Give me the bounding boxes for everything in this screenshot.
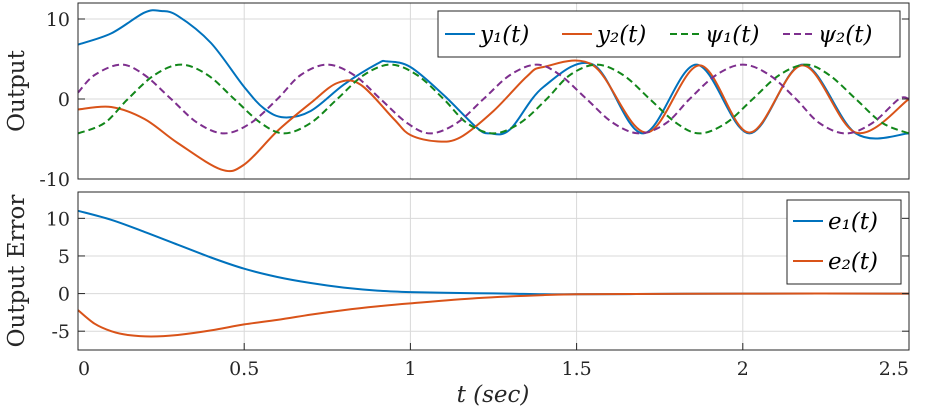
x-axis-label: t (sec) [457, 382, 530, 408]
error-series-group [77, 209, 910, 338]
series-line-output-2 [77, 59, 910, 173]
error-panel: 10 5 0 -5 0 0.5 1 1.5 2 2.5 Output Error t (sec)… [4, 191, 910, 408]
x-tick-label: 0.5 [229, 358, 259, 380]
error-y-ticks: 10 5 0 -5 [46, 208, 909, 343]
error-y-axis-label: Output Error [4, 195, 30, 348]
output-y-axis-label: Output [4, 49, 30, 131]
error-x-ticks: 0 0.5 1 1.5 2 2.5 [77, 343, 910, 380]
y-tick-label: 0 [58, 89, 70, 111]
x-tick-label: 2.5 [879, 358, 909, 380]
error-plot-frame [77, 191, 910, 351]
y-tick-label: 5 [58, 246, 70, 268]
legend-entry-label: y₂(t) [596, 22, 646, 48]
x-tick-label: 0 [78, 358, 90, 380]
output-plot-frame [77, 2, 910, 180]
legend-entry-label: ψ₁(t) [705, 22, 759, 48]
error-legend-box [786, 199, 902, 285]
x-tick-label: 1.5 [561, 358, 591, 380]
legend-entry-label: e₂(t) [828, 249, 878, 275]
legend-entry-label: y₁(t) [479, 22, 529, 48]
x-tick-label: 2 [737, 358, 749, 380]
series-line-output-3 [77, 63, 910, 135]
output-y-ticks: 10 0 -10 [39, 9, 909, 191]
legend-entry-label: e₁(t) [828, 209, 878, 235]
output-series-group [77, 9, 910, 173]
error-plot-area [77, 191, 910, 351]
y-tick-label: 10 [46, 208, 70, 230]
output-legend: y₁(t) y₂(t) ψ₁(t) ψ₂(t) [437, 10, 901, 58]
legend-entry-label: ψ₂(t) [818, 22, 872, 48]
x-tick-label: 1 [404, 358, 416, 380]
output-panel: 10 0 -10 Output y₁(t) y₂(t) ψ₁(t) ψ₂(t) [4, 2, 910, 191]
output-legend-box [437, 10, 901, 58]
series-line-error-2 [77, 292, 910, 338]
y-tick-label: 10 [46, 9, 70, 31]
y-tick-label: -5 [51, 321, 70, 343]
series-line-output-4 [77, 63, 910, 135]
y-tick-label: 0 [58, 284, 70, 306]
error-legend: e₁(t) e₂(t) [786, 199, 902, 285]
y-tick-label: -10 [39, 169, 70, 191]
